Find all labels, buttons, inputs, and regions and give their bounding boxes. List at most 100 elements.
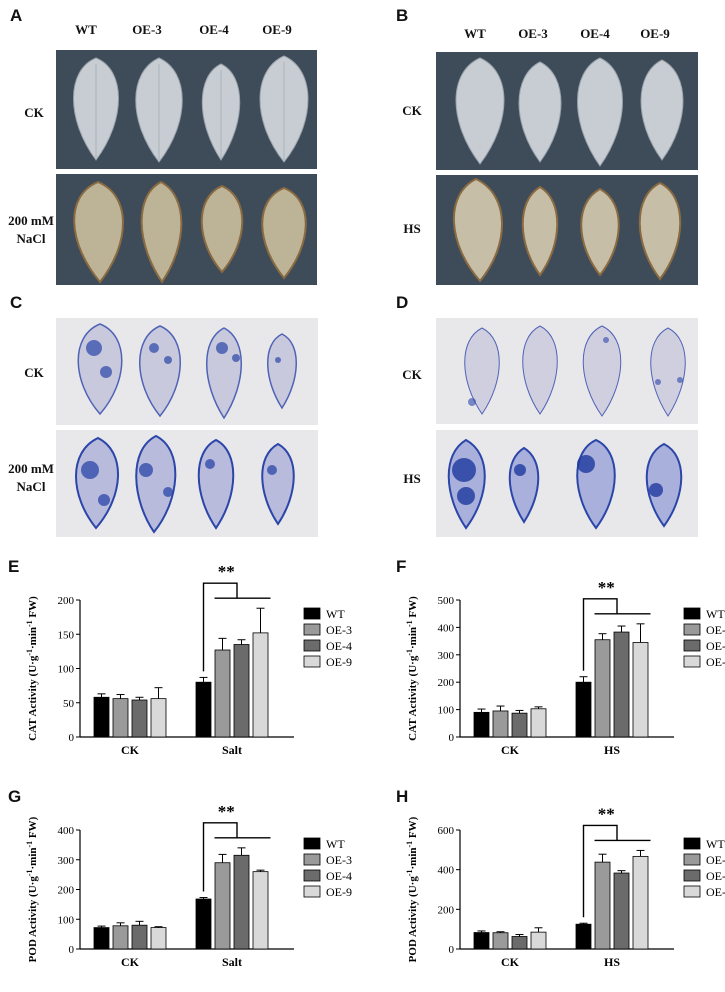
header-oe4-b: OE-4: [580, 26, 610, 41]
header-wt-a: WT: [75, 22, 97, 37]
legend-label-wt: WT: [706, 607, 725, 621]
leaves-d-hs: [447, 438, 683, 530]
legend-label-wt: WT: [326, 837, 345, 851]
y-tick-label: 200: [58, 885, 75, 897]
row-label-salt-a: 200 mM NaCl: [6, 212, 56, 248]
panel-label-d: D: [396, 293, 409, 312]
bar-wt-salt: [195, 681, 212, 738]
bar-oe-9-salt: [252, 871, 269, 950]
bar-oe-4-salt: [233, 644, 250, 738]
legend-swatch-oe-4: [683, 639, 701, 652]
panel-label-f: F: [396, 557, 407, 576]
photo-c-ck: [56, 318, 318, 425]
legend-label-oe-3: OE-3: [706, 853, 725, 867]
legend-swatch-oe-3: [303, 623, 321, 636]
bar-oe-9-ck: [150, 698, 167, 738]
bar-oe-4-ck: [511, 712, 528, 738]
bar-oe-9-salt: [252, 632, 269, 738]
x-category-label: Salt: [222, 955, 242, 969]
row-label-ck-c: CK: [24, 365, 44, 380]
leaves-d-ck: [464, 325, 686, 417]
legend-label-oe-9: OE-9: [326, 655, 352, 669]
x-category-label: CK: [501, 955, 520, 969]
photo-c-salt: [56, 430, 318, 537]
legend-label-oe-3: OE-3: [326, 853, 352, 867]
panel-label-g: G: [8, 787, 22, 806]
bar-oe-3-hs: [594, 861, 611, 950]
leaves-c-salt: [75, 434, 295, 534]
legend-swatch-oe-9: [303, 655, 321, 668]
bar-oe-4-hs: [613, 872, 630, 950]
y-tick-label: 200: [438, 904, 455, 916]
panel-label-a: A: [10, 6, 23, 25]
significance-bracket: [582, 824, 618, 918]
bar-oe-3-ck: [492, 710, 509, 738]
chart-g: 0 100 200 300 400 POD Activity (U·g-1·min-1 F…: [25, 802, 353, 969]
y-tick-label: 500: [438, 595, 455, 607]
header-oe9-a: OE-9: [262, 22, 292, 37]
legend-label-oe-4: OE-4: [326, 869, 352, 883]
legend-swatch-wt: [303, 607, 321, 620]
row-label-ck-b: CK: [402, 103, 422, 118]
row-label-salt-c: 200 mM NaCl: [6, 460, 56, 496]
significance-label: **: [218, 562, 235, 581]
legend-swatch-wt: [303, 837, 321, 850]
y-axis-label: POD Activity (U·g-1·min-1 FW): [405, 816, 420, 962]
y-tick-label: 0: [449, 732, 455, 744]
bar-oe-9-hs: [632, 855, 649, 950]
y-tick-label: 400: [438, 865, 455, 877]
bar-oe-3-ck: [492, 932, 509, 950]
legend-swatch-oe-9: [683, 655, 701, 668]
bar-oe-4-salt: [233, 854, 250, 950]
y-tick-label: 300: [438, 650, 455, 662]
bar-oe-3-ck: [112, 698, 129, 738]
significance-label: **: [218, 802, 235, 821]
leaves-b-hs: [453, 177, 682, 283]
legend-label-oe-4: OE-4: [706, 639, 725, 653]
y-tick-label: 150: [58, 629, 75, 641]
photo-a-ck: [56, 50, 317, 169]
row-label-salt-line2: NaCl: [16, 231, 46, 246]
bar-wt-salt: [195, 898, 212, 950]
leaves-a-salt: [73, 180, 307, 284]
significance-bracket: [202, 582, 238, 672]
legend-label-oe-4: OE-4: [706, 869, 725, 883]
photo-b-ck: [436, 52, 698, 170]
y-tick-label: 100: [438, 705, 455, 717]
legend-label-oe-4: OE-4: [326, 639, 352, 653]
y-axis-label: POD Activity (U·g-1·min-1 FW): [25, 816, 40, 962]
y-tick-label: 100: [58, 664, 75, 676]
row-label-ck-d: CK: [402, 367, 422, 382]
legend-swatch-oe-9: [683, 885, 701, 898]
bar-wt-ck: [93, 696, 110, 738]
photo-a-salt: [56, 174, 317, 285]
legend-label-oe-3: OE-3: [326, 623, 352, 637]
bar-wt-hs: [575, 923, 592, 950]
panel-label-b: B: [396, 6, 409, 25]
panel-label-c: C: [10, 293, 23, 312]
header-oe4-a: OE-4: [199, 22, 229, 37]
legend-swatch-oe-3: [303, 853, 321, 866]
photo-d-hs: [436, 430, 698, 537]
legend-swatch-oe-4: [303, 869, 321, 882]
bar-oe-9-ck: [530, 708, 547, 738]
y-tick-label: 100: [58, 914, 75, 926]
photo-d-ck: [436, 318, 698, 424]
y-tick-label: 0: [69, 732, 75, 744]
legend-swatch-wt: [683, 607, 701, 620]
y-tick-label: 400: [58, 825, 75, 837]
significance-label: **: [598, 578, 615, 597]
legend-label-oe-9: OE-9: [706, 655, 725, 669]
bar-oe-4-hs: [613, 631, 630, 738]
bar-oe-3-hs: [594, 639, 611, 738]
x-category-label: CK: [121, 955, 140, 969]
header-wt-b: WT: [464, 26, 486, 41]
bar-oe-4-ck: [131, 924, 148, 950]
bar-wt-ck: [93, 927, 110, 950]
bar-oe-9-ck: [530, 931, 547, 950]
y-tick-label: 200: [438, 677, 455, 689]
header-oe9-b: OE-9: [640, 26, 670, 41]
bar-oe-4-ck: [511, 936, 528, 950]
legend-swatch-wt: [683, 837, 701, 850]
legend-swatch-oe-4: [303, 639, 321, 652]
